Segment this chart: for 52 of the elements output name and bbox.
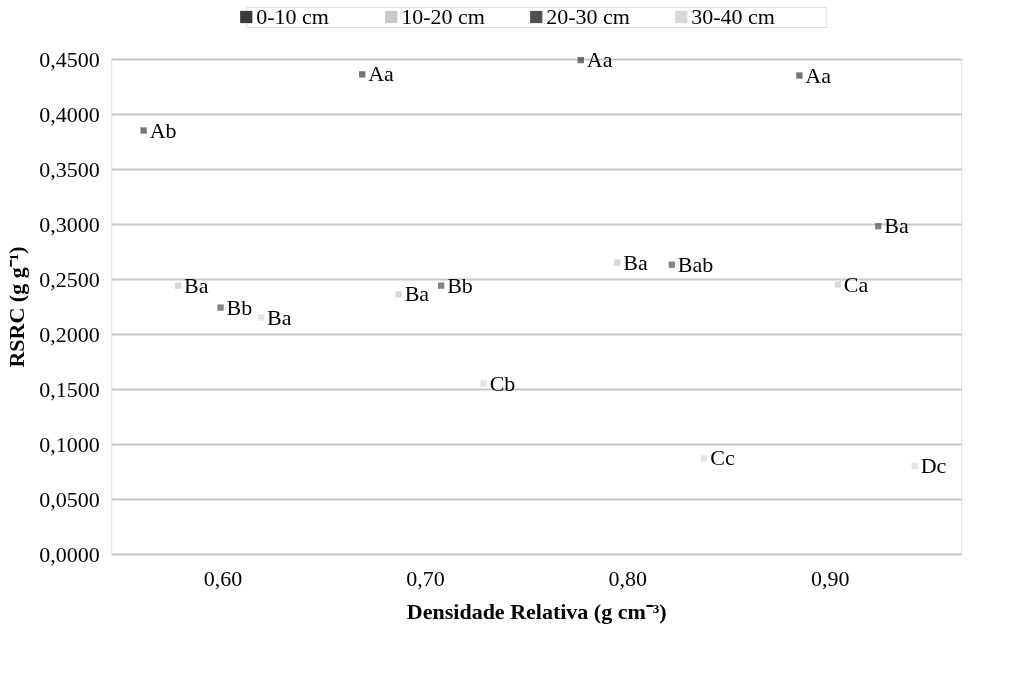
- point: [668, 261, 676, 268]
- data-label: Bab: [677, 251, 714, 277]
- data-label: Bb: [226, 294, 253, 320]
- y-tick-label: 0,3500: [39, 156, 100, 182]
- data-label: Cb: [489, 370, 516, 396]
- data-label: Ab: [149, 117, 177, 143]
- data-label: Aa: [805, 62, 832, 88]
- x-tick-label: 0,90: [810, 565, 850, 591]
- data-label: Ba: [884, 213, 909, 239]
- point: [140, 127, 147, 134]
- y-tick-label: 0,0000: [39, 541, 100, 567]
- point: [257, 314, 265, 321]
- data-label: Ba: [267, 304, 292, 330]
- point: [834, 281, 841, 288]
- data-label: Aa: [368, 61, 395, 87]
- legend-label: 20-30 cm: [546, 4, 630, 29]
- point: [796, 72, 803, 79]
- legend-label: 10-20 cm: [401, 4, 485, 29]
- y-tick-label: 0,2000: [39, 321, 100, 347]
- point: [359, 71, 366, 78]
- data-label: Ba: [404, 281, 430, 307]
- data-label: Ca: [843, 271, 869, 297]
- point: [217, 304, 224, 311]
- y-tick-label: 0,1000: [39, 431, 100, 457]
- data-label: Ba: [184, 272, 209, 298]
- data-label: Ba: [623, 249, 648, 275]
- point: [875, 223, 882, 230]
- data-label: Cc: [710, 445, 735, 471]
- point: [480, 380, 487, 387]
- x-tick-label: 0,80: [608, 565, 648, 591]
- x-tick-label: 0,70: [406, 565, 445, 591]
- y-tick-label: 0,3000: [39, 211, 100, 237]
- x-axis-title: Densidade Relativa (g cm⁻³): [406, 598, 667, 624]
- x-tick-label: 0,60: [203, 565, 243, 591]
- point: [701, 455, 708, 462]
- y-axis-title: RSRC (g g⁻¹): [4, 246, 30, 368]
- point: [577, 56, 584, 64]
- point: [614, 259, 621, 266]
- y-tick-label: 0,4500: [39, 46, 100, 72]
- legend-label: 30-40 cm: [691, 4, 775, 29]
- data-label: Aa: [586, 47, 613, 73]
- data-label: Dc: [920, 453, 947, 478]
- point: [174, 282, 182, 289]
- data-label: Bb: [447, 272, 473, 298]
- legend-label: 0-10 cm: [256, 4, 329, 29]
- y-tick-label: 0,2500: [39, 266, 100, 292]
- point: [911, 462, 918, 470]
- point: [395, 291, 402, 298]
- point: [437, 282, 445, 289]
- y-tick-label: 0,0500: [39, 486, 100, 512]
- y-tick-label: 0,1500: [39, 376, 100, 402]
- y-tick-label: 0,4000: [39, 101, 100, 127]
